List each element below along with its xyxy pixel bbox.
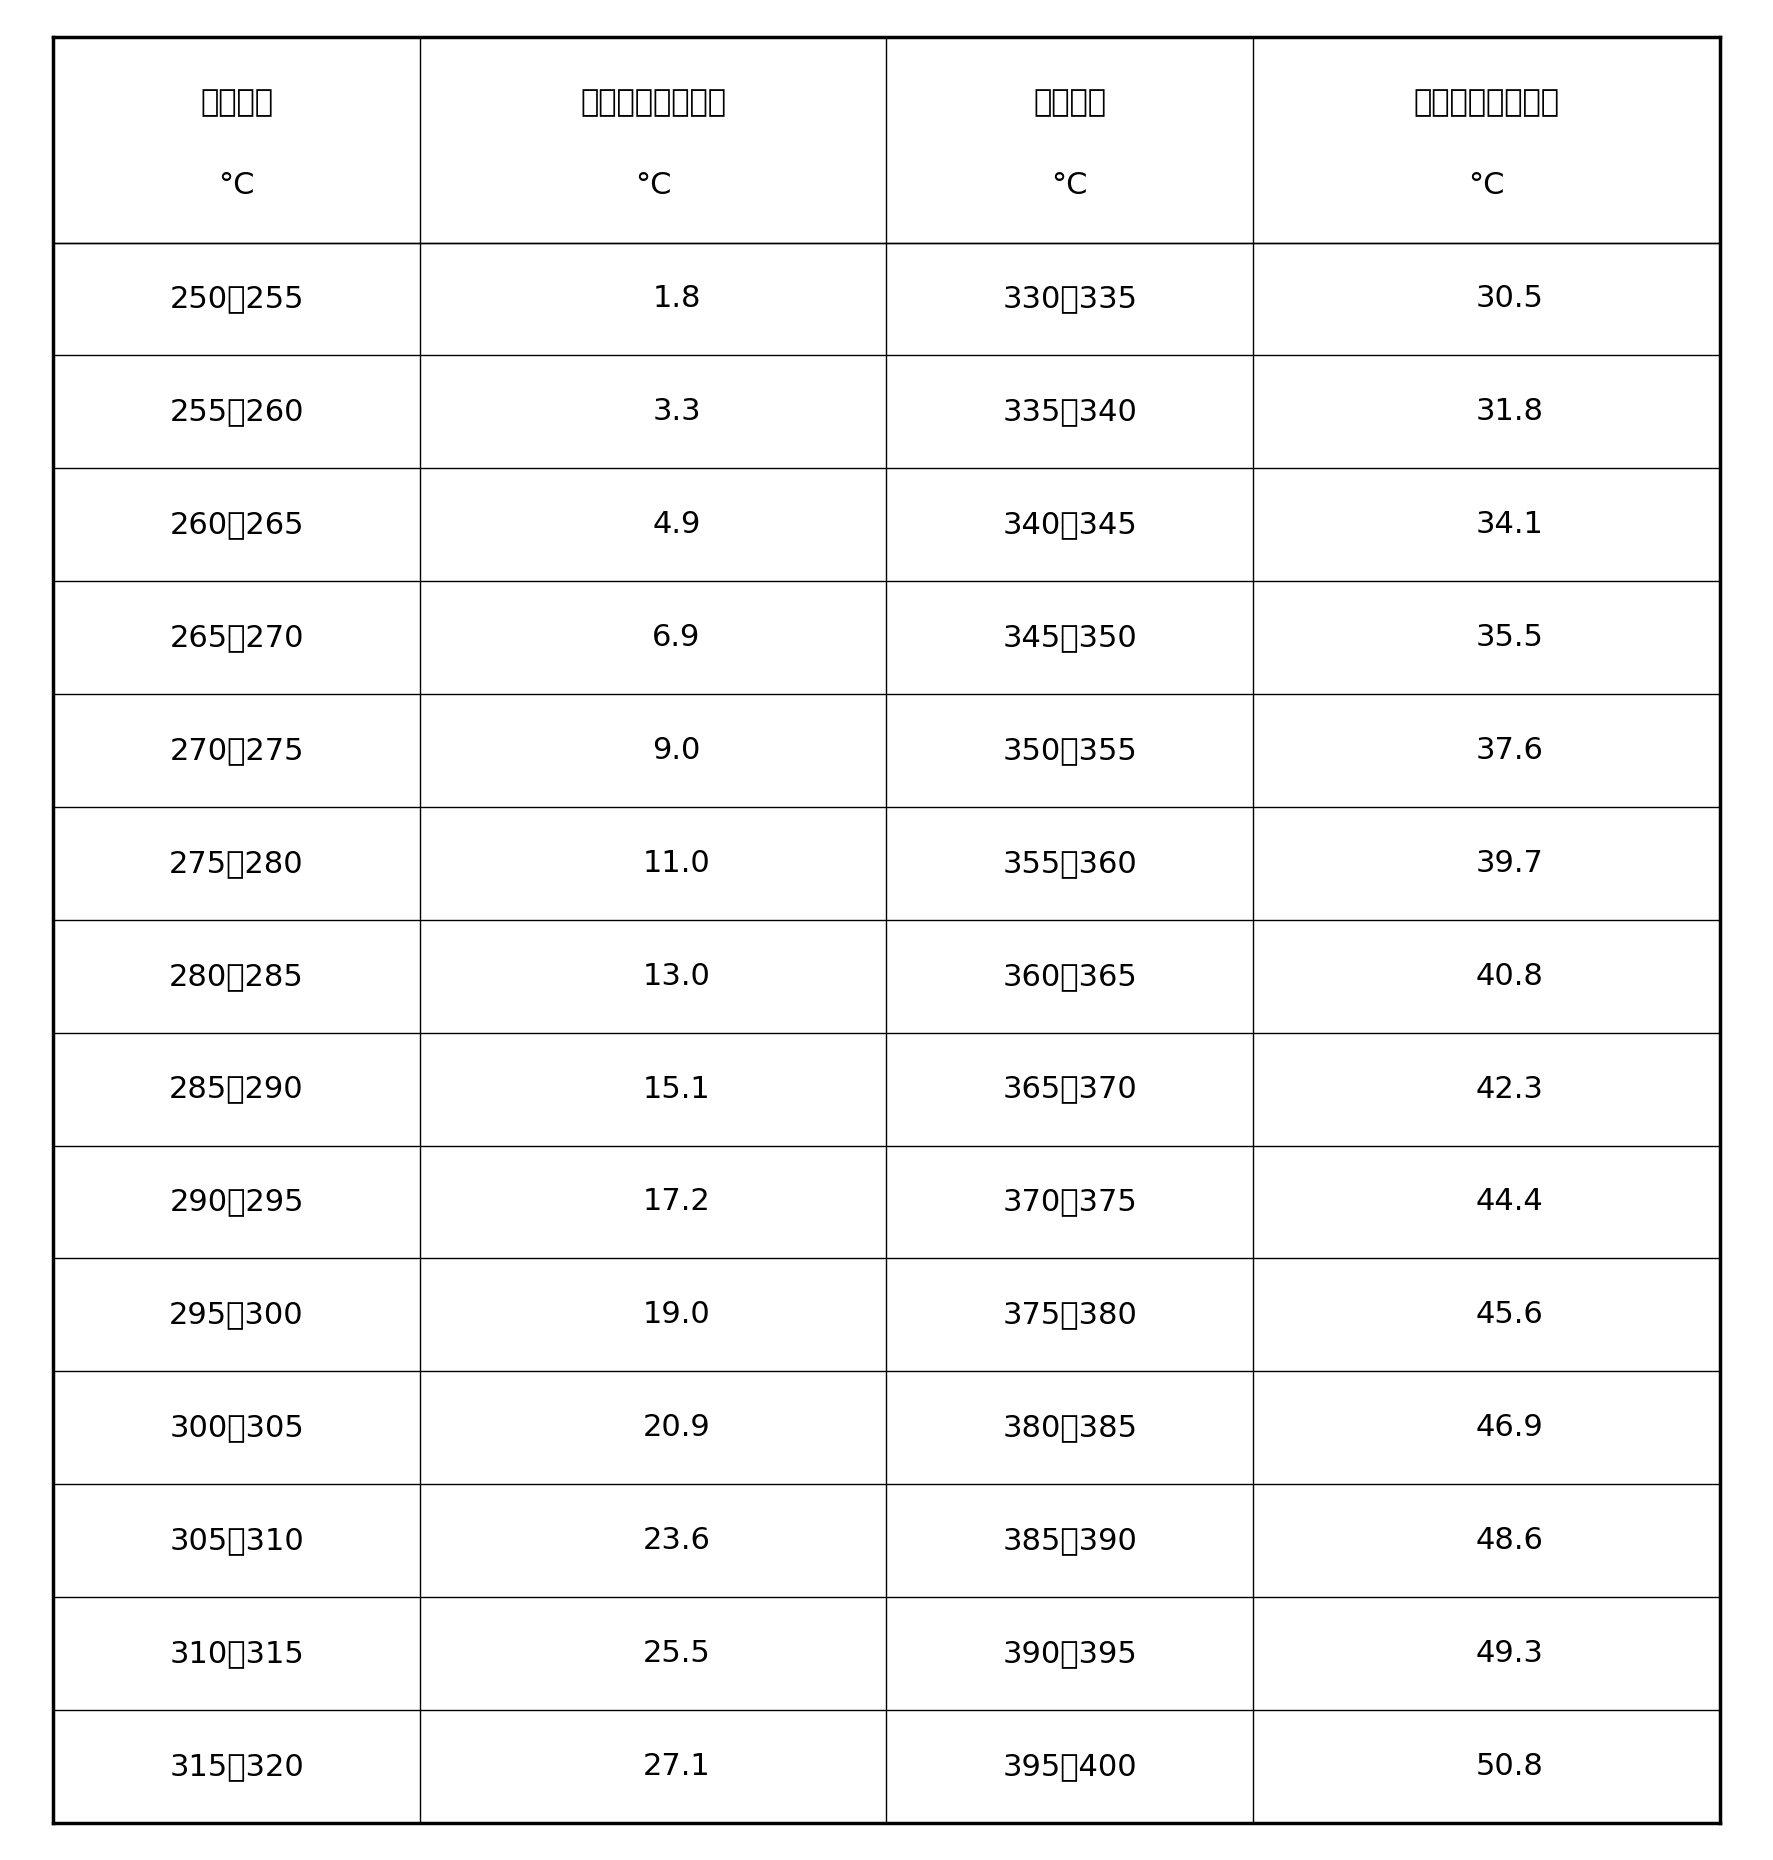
Text: 265～270: 265～270 — [168, 623, 303, 653]
Text: 335～340: 335～340 — [1002, 398, 1136, 426]
Text: 3.3: 3.3 — [652, 398, 700, 426]
Text: 255～260: 255～260 — [168, 398, 303, 426]
Text: 270～275: 270～275 — [168, 737, 303, 764]
Text: 315～320: 315～320 — [168, 1752, 303, 1780]
Text: 340～345: 340～345 — [1002, 510, 1136, 539]
Text: 305～310: 305～310 — [168, 1525, 303, 1555]
Text: 310～315: 310～315 — [168, 1639, 303, 1668]
Text: 350～355: 350～355 — [1002, 737, 1136, 764]
Text: 360～365: 360～365 — [1002, 962, 1136, 991]
Text: 345～350: 345～350 — [1002, 623, 1136, 653]
Text: 295～300: 295～300 — [168, 1300, 303, 1330]
Text: 1.8: 1.8 — [652, 285, 700, 314]
Text: 50.8: 50.8 — [1475, 1752, 1544, 1780]
Text: 40.8: 40.8 — [1475, 962, 1544, 991]
Text: °C: °C — [635, 171, 672, 199]
Text: 375～380: 375～380 — [1002, 1300, 1136, 1330]
Text: 13.0: 13.0 — [642, 962, 711, 991]
Text: 减压蒸馏产物熔点: 减压蒸馏产物熔点 — [1413, 89, 1560, 117]
Text: 15.1: 15.1 — [642, 1075, 711, 1103]
Text: 39.7: 39.7 — [1475, 848, 1544, 878]
Text: °C: °C — [218, 171, 255, 199]
Text: °C: °C — [1468, 171, 1505, 199]
Text: 44.4: 44.4 — [1475, 1187, 1544, 1216]
Text: 减压蒸馏产物熔点: 减压蒸馏产物熔点 — [580, 89, 727, 117]
Text: 4.9: 4.9 — [652, 510, 700, 539]
Text: 42.3: 42.3 — [1475, 1075, 1544, 1103]
Text: 390～395: 390～395 — [1002, 1639, 1136, 1668]
Text: 6.9: 6.9 — [652, 623, 700, 653]
Text: 48.6: 48.6 — [1475, 1525, 1544, 1555]
Text: 馏分范围: 馏分范围 — [200, 89, 273, 117]
Text: 馏分范围: 馏分范围 — [1034, 89, 1106, 117]
Text: 370～375: 370～375 — [1002, 1187, 1136, 1216]
Text: 23.6: 23.6 — [642, 1525, 711, 1555]
Text: 385～390: 385～390 — [1002, 1525, 1136, 1555]
Text: 46.9: 46.9 — [1475, 1414, 1544, 1442]
Text: 20.9: 20.9 — [642, 1414, 711, 1442]
Text: 355～360: 355～360 — [1002, 848, 1136, 878]
Text: 280～285: 280～285 — [168, 962, 303, 991]
Text: 30.5: 30.5 — [1475, 285, 1544, 314]
Text: 330～335: 330～335 — [1002, 285, 1136, 314]
Text: 35.5: 35.5 — [1475, 623, 1544, 653]
Text: 285～290: 285～290 — [168, 1075, 303, 1103]
Text: 49.3: 49.3 — [1475, 1639, 1544, 1668]
Text: 19.0: 19.0 — [642, 1300, 711, 1330]
Text: 250～255: 250～255 — [168, 285, 303, 314]
Text: 17.2: 17.2 — [642, 1187, 711, 1216]
Text: °C: °C — [1051, 171, 1089, 199]
Text: 34.1: 34.1 — [1475, 510, 1544, 539]
Text: 275～280: 275～280 — [168, 848, 303, 878]
Text: 25.5: 25.5 — [642, 1639, 711, 1668]
Text: 290～295: 290～295 — [168, 1187, 303, 1216]
Text: 380～385: 380～385 — [1002, 1414, 1136, 1442]
Text: 27.1: 27.1 — [642, 1752, 711, 1780]
Text: 9.0: 9.0 — [652, 737, 700, 764]
Text: 395～400: 395～400 — [1002, 1752, 1136, 1780]
Text: 37.6: 37.6 — [1475, 737, 1544, 764]
Text: 300～305: 300～305 — [168, 1414, 303, 1442]
Text: 365～370: 365～370 — [1002, 1075, 1136, 1103]
Text: 45.6: 45.6 — [1475, 1300, 1544, 1330]
Text: 11.0: 11.0 — [642, 848, 711, 878]
Text: 31.8: 31.8 — [1475, 398, 1544, 426]
Text: 260～265: 260～265 — [168, 510, 303, 539]
